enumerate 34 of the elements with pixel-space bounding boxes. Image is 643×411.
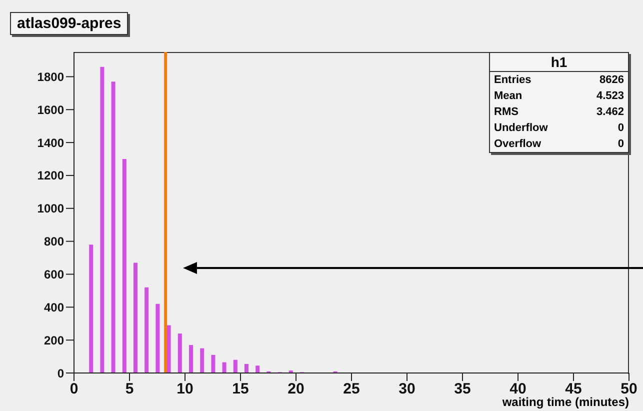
chart-title: atlas099-apres xyxy=(10,12,128,35)
y-tick-label: 1000 xyxy=(37,202,64,216)
annotation: 3.462 xyxy=(596,106,624,118)
x-tick-label: 0 xyxy=(70,380,78,398)
y-tick-label: 400 xyxy=(44,300,64,314)
x-tick-label: 35 xyxy=(454,380,471,398)
annotation: 4.523 xyxy=(596,90,624,102)
annotation: RMS xyxy=(494,106,518,118)
x-tick-label: 40 xyxy=(510,380,526,398)
annotation: Overflow xyxy=(494,138,542,150)
x-tick-label: 45 xyxy=(565,380,582,398)
annotation: Mean xyxy=(494,90,522,102)
x-tick-label: 20 xyxy=(288,380,304,398)
y-tick-label: 600 xyxy=(44,267,64,282)
annotation: 0 xyxy=(618,122,624,134)
y-tick-label: 1400 xyxy=(37,136,64,150)
x-tick-label: 30 xyxy=(398,380,416,398)
annotation: Underflow xyxy=(494,122,548,134)
y-tick-label: 1200 xyxy=(37,168,64,183)
y-tick-label: 800 xyxy=(44,234,64,249)
x-tick-label: 10 xyxy=(176,380,194,398)
y-tick-label: 200 xyxy=(44,333,64,348)
y-tick-label: 1600 xyxy=(37,102,64,117)
annotation: 8626 xyxy=(600,74,624,86)
x-axis-title: waiting time (minutes) xyxy=(502,395,629,409)
y-tick-label: 1800 xyxy=(37,70,64,84)
annotation: h1 xyxy=(490,53,628,72)
y-tick-label: 0 xyxy=(57,366,64,380)
x-tick-label: 50 xyxy=(620,380,638,398)
x-tick-label: 5 xyxy=(125,380,134,398)
annotation: 0 xyxy=(618,138,624,150)
x-tick-label: 15 xyxy=(232,380,249,398)
x-tick-label: 25 xyxy=(343,380,360,398)
annotation: Entries xyxy=(494,74,532,86)
